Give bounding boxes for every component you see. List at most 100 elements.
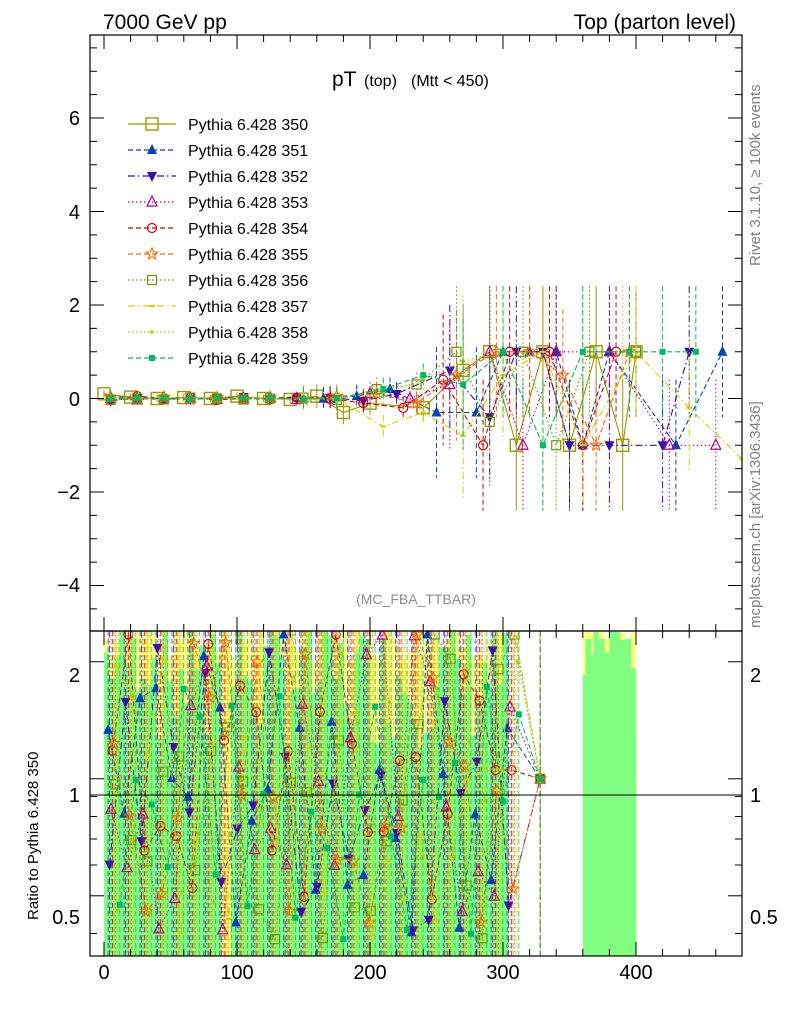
- ratio-band-green: [375, 744, 381, 956]
- ratio-point: [537, 775, 544, 782]
- data-point: [555, 367, 571, 382]
- ratio-point: [362, 827, 373, 838]
- ratio-band-green: [593, 632, 600, 956]
- ratio-point: [474, 695, 485, 706]
- ratio-point: [182, 790, 193, 801]
- data-point: [403, 391, 416, 404]
- ratio-plot-frame: [89, 630, 743, 957]
- plot-title-sub1: (top): [364, 73, 397, 90]
- ratio-band-green: [258, 725, 264, 956]
- ratio-point: [180, 685, 187, 692]
- ratio-band-green: [364, 639, 371, 956]
- ratio-point: [260, 790, 267, 797]
- ratio-band-green: [433, 685, 440, 956]
- ratio-band-green: [423, 732, 429, 956]
- legend-marker: [147, 144, 157, 154]
- ratio-band-green: [306, 632, 312, 956]
- ratio-point: [228, 702, 235, 709]
- data-point: [214, 395, 221, 402]
- ratio-band-green: [604, 652, 610, 956]
- data-point: [717, 345, 728, 356]
- ratio-band-green: [205, 734, 211, 956]
- data-point: [484, 413, 495, 424]
- series-line: [110, 350, 742, 460]
- ratio-band-green: [354, 652, 360, 956]
- axis-ticks: [90, 35, 742, 956]
- rivet-label: Rivet 3.1.10, ≥ 100k events: [747, 84, 764, 266]
- ratio-point: [314, 706, 326, 717]
- ratio-point: [456, 904, 469, 917]
- data-point: [509, 438, 523, 452]
- ratio-band-green: [173, 716, 179, 956]
- data-point: [107, 395, 114, 402]
- ratio-point: [499, 789, 504, 794]
- main-series-group: [97, 286, 742, 525]
- data-point: [358, 398, 369, 409]
- plot-title-main: pT: [332, 68, 357, 91]
- data-point: [709, 437, 722, 450]
- ratio-band-green: [598, 639, 605, 956]
- ratio-point: [387, 700, 392, 704]
- ratio-band-green: [630, 668, 637, 956]
- ratio-point: [164, 891, 169, 895]
- ratio-band-green: [162, 632, 169, 956]
- ratio-band-green: [146, 685, 153, 956]
- legend-label: Pythia 6.428 350: [188, 117, 308, 134]
- data-point: [420, 372, 427, 379]
- legend-item: Pythia 6.428 350: [128, 117, 308, 134]
- header-right: Top (parton level): [574, 11, 736, 34]
- data-point: [551, 440, 562, 451]
- ratio-point: [285, 777, 297, 788]
- ratio-line: [112, 634, 541, 900]
- ratio-band-green: [242, 675, 248, 956]
- data-point: [460, 381, 467, 388]
- ratio-point: [276, 693, 283, 700]
- ratio-point: [212, 901, 216, 905]
- ratio-band-green: [183, 703, 190, 956]
- ratio-point: [106, 735, 122, 750]
- ratio-point: [253, 904, 265, 915]
- ratio-band-green: [199, 645, 206, 956]
- main-ytick-label: 4: [69, 202, 80, 224]
- xtick-label: 400: [619, 962, 652, 984]
- main-ytick-label: 0: [69, 389, 80, 411]
- ratio-point: [372, 703, 379, 710]
- ratio-point: [218, 635, 233, 649]
- ratio-band-green: [471, 735, 477, 956]
- legend-label: Pythia 6.428 359: [188, 351, 308, 368]
- data-point: [604, 441, 615, 452]
- data-point: [471, 406, 482, 417]
- data-point: [187, 395, 194, 402]
- ratio-band-green: [178, 669, 185, 956]
- data-point: [659, 348, 666, 355]
- legend-marker: [144, 246, 160, 261]
- data-point: [134, 395, 141, 402]
- ratio-point: [371, 822, 376, 827]
- legend-marker: [147, 172, 157, 182]
- ratio-point: [152, 644, 163, 655]
- ratio-band-green: [481, 663, 488, 956]
- ratio-ytick-label: 2: [69, 665, 80, 687]
- data-point: [185, 392, 196, 403]
- ratio-ylabel: Ratio to Pythia 6.428 350: [25, 752, 42, 920]
- ratio-band-green: [114, 657, 121, 956]
- ratio-point: [394, 820, 409, 835]
- ratio-point: [388, 833, 395, 840]
- ratio-band-green: [370, 741, 376, 956]
- xtick-label: 100: [220, 962, 253, 984]
- ratio-point: [506, 764, 517, 776]
- ratio-point: [328, 779, 339, 790]
- ratio-point: [404, 926, 411, 933]
- ratio-point: [196, 831, 200, 836]
- ratio-band-green: [338, 643, 344, 956]
- data-point: [431, 406, 442, 417]
- ratio-point: [164, 864, 171, 871]
- ratio-line: [114, 632, 541, 941]
- legend-label: Pythia 6.428 357: [188, 299, 308, 316]
- data-point: [589, 437, 604, 452]
- ratio-band-green: [104, 653, 110, 956]
- data-point: [160, 395, 167, 402]
- data-point: [477, 440, 489, 451]
- ratio-point: [423, 915, 434, 926]
- legend: Pythia 6.428 350 Pythia 6.428 351 Pythia 6…: [128, 117, 308, 368]
